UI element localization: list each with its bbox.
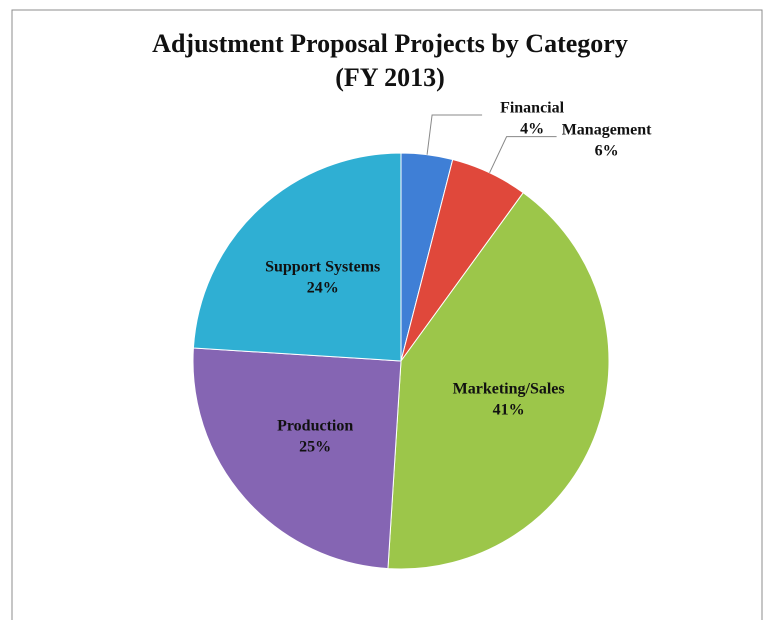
pie-slice	[192, 152, 402, 362]
slice-value-label: 41%	[493, 401, 525, 418]
slice-label: Financial	[500, 100, 565, 117]
slice-value-label: 4%	[520, 121, 544, 138]
slice-label: Marketing/Sales	[453, 380, 565, 397]
slice-value-label: 6%	[595, 142, 619, 159]
chart-subtitle: (FY 2013)	[335, 63, 445, 92]
slice-label: Production	[277, 417, 353, 434]
slice-value-label: 24%	[307, 279, 339, 296]
slice-value-label: 25%	[299, 438, 331, 455]
slice-label: Management	[562, 121, 652, 138]
leader-line	[426, 114, 483, 155]
leader-line	[489, 136, 557, 174]
pie-slice	[192, 347, 402, 570]
slice-label: Support Systems	[265, 258, 380, 275]
chart-title: Adjustment Proposal Projects by Category	[152, 29, 628, 58]
pie-slice	[387, 192, 610, 570]
